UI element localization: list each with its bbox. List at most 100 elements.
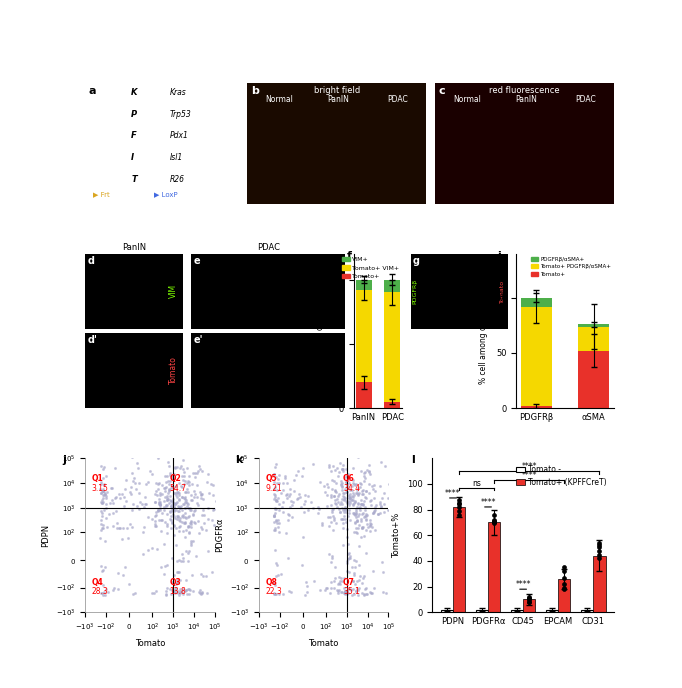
Point: [107, 495, 118, 506]
Point: [273, 517, 284, 528]
Point: [170, 583, 181, 594]
Point: [341, 497, 352, 508]
Point: [132, 462, 143, 473]
Point: [115, 522, 125, 533]
Point: [173, 567, 184, 578]
Point: [95, 488, 106, 499]
Point: [276, 487, 286, 498]
Point: [151, 485, 162, 496]
Point: [169, 502, 180, 513]
Point: [269, 511, 280, 522]
Point: [346, 494, 357, 505]
Point: [341, 495, 352, 506]
Point: [352, 576, 363, 587]
Point: [94, 446, 105, 457]
Point: [187, 495, 198, 506]
Point: [178, 498, 189, 509]
Point: [338, 464, 349, 475]
Point: [167, 503, 178, 514]
Point: [196, 488, 207, 499]
Y-axis label: % cell among defined types: % cell among defined types: [316, 278, 325, 384]
Point: [169, 488, 180, 499]
Point: [169, 488, 180, 499]
Point: [118, 570, 129, 581]
Point: [524, 596, 535, 608]
Point: [351, 585, 362, 596]
Point: [106, 483, 117, 494]
Point: [325, 517, 336, 528]
Point: [374, 480, 385, 491]
Point: [188, 517, 199, 528]
Bar: [385, 292, 400, 402]
Point: [161, 588, 172, 599]
Point: [338, 588, 349, 599]
Point: [206, 478, 217, 489]
Point: [126, 468, 137, 479]
Point: [331, 463, 342, 474]
Point: [559, 561, 569, 572]
Point: [338, 523, 349, 534]
Point: [153, 497, 164, 508]
Point: [269, 589, 280, 600]
Point: [179, 502, 190, 513]
Point: [164, 484, 175, 495]
Text: d: d: [87, 256, 94, 266]
Point: [171, 523, 182, 534]
Point: [183, 526, 194, 537]
Point: [168, 519, 179, 530]
Point: [160, 560, 170, 571]
Point: [323, 482, 333, 493]
Point: [167, 480, 178, 491]
Point: [100, 502, 111, 513]
Point: [155, 497, 166, 508]
Point: [174, 574, 185, 585]
Point: [351, 506, 361, 517]
Point: [147, 469, 158, 480]
Point: [351, 514, 362, 525]
Point: [357, 522, 368, 533]
Point: [340, 477, 351, 488]
Point: [359, 496, 370, 507]
Point: [338, 491, 349, 502]
Point: [337, 493, 348, 504]
Point: [143, 544, 154, 555]
Point: [177, 588, 188, 599]
Point: [98, 473, 109, 484]
Text: i: i: [496, 250, 501, 261]
Point: [184, 520, 195, 531]
Point: [374, 498, 385, 509]
Point: [347, 475, 358, 486]
Point: [155, 505, 166, 516]
Point: [201, 525, 211, 536]
Point: [186, 539, 196, 550]
Point: [164, 506, 175, 517]
Point: [300, 589, 311, 600]
Point: [340, 585, 351, 596]
Text: Normal: Normal: [265, 95, 293, 104]
Point: [179, 518, 190, 529]
Point: [359, 491, 370, 502]
Point: [358, 475, 369, 486]
Point: [183, 546, 194, 557]
Point: [181, 589, 192, 600]
Point: [271, 495, 282, 506]
Point: [270, 503, 281, 514]
Point: [181, 501, 192, 512]
Point: [197, 510, 208, 521]
Point: [174, 516, 185, 527]
Point: [351, 508, 361, 519]
Point: [278, 477, 288, 488]
Point: [380, 461, 391, 472]
Point: [171, 504, 182, 515]
Point: [98, 580, 108, 591]
Point: [371, 499, 382, 510]
Point: [207, 514, 218, 525]
Point: [130, 588, 140, 599]
Point: [132, 500, 143, 511]
Point: [178, 511, 189, 522]
Point: [301, 577, 312, 588]
Point: [203, 546, 213, 557]
Point: [138, 521, 149, 532]
Bar: [488, 522, 501, 612]
Point: [197, 524, 208, 535]
